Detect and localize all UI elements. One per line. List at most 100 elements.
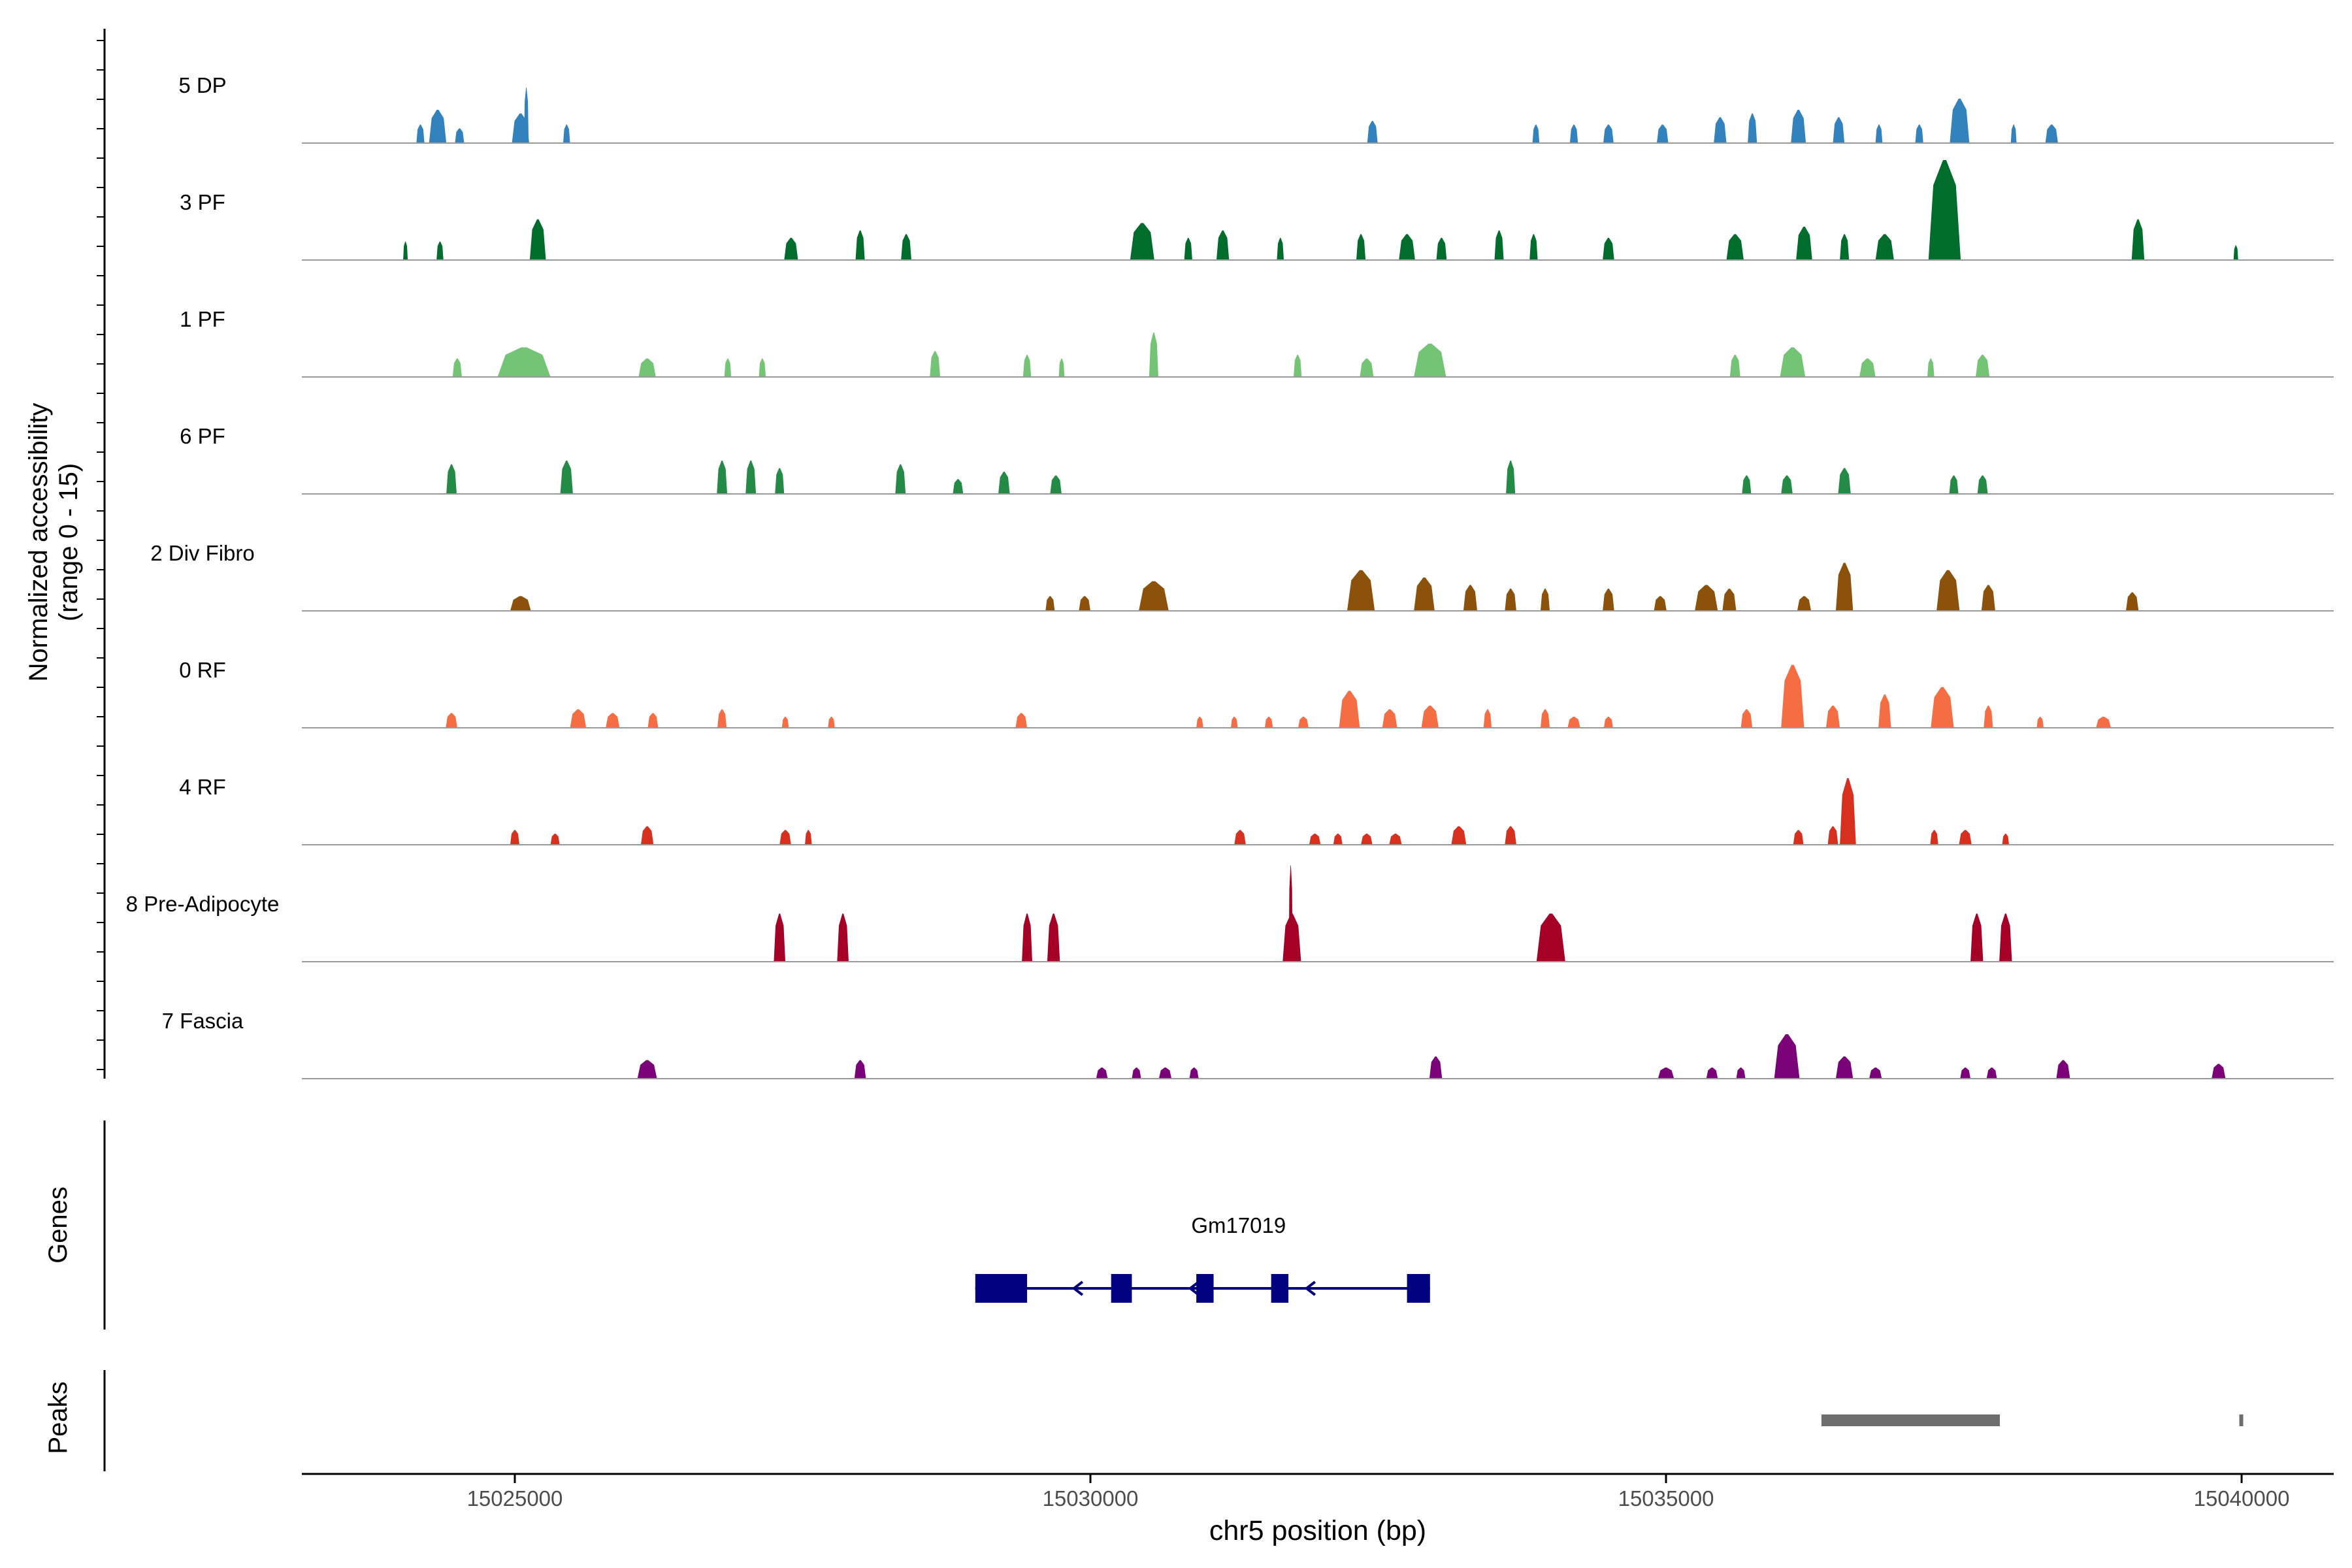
coverage-peak	[837, 913, 849, 962]
track-label: 4 RF	[179, 775, 226, 799]
coverage-peak	[1058, 358, 1065, 377]
coverage-peak	[2056, 1060, 2070, 1079]
coverage-peak	[2131, 219, 2145, 260]
coverage-peak	[1536, 913, 1565, 962]
peaks-panel-label: Peaks	[44, 1381, 73, 1454]
coverage-peak	[1791, 110, 1806, 143]
coverage-peak	[1840, 778, 1856, 845]
coverage-peak	[1230, 717, 1238, 728]
coverage-peak	[1833, 117, 1845, 143]
coverage-peak	[1529, 234, 1538, 260]
coverage-peak	[510, 830, 520, 845]
coverage-peak	[1130, 223, 1154, 260]
coverage-peak	[1429, 1056, 1443, 1079]
coverage-peak	[1050, 475, 1062, 494]
coverage-peak	[1309, 834, 1321, 845]
gene-exon	[975, 1274, 1028, 1303]
coverage-peak	[1936, 570, 1960, 611]
coverage-peak	[2233, 245, 2238, 260]
peaks-panel	[1821, 1414, 2244, 1426]
coverage-peak	[647, 713, 659, 728]
coverage-peak	[1654, 596, 1667, 611]
coverage-peak	[724, 358, 732, 377]
coverage-peak	[1930, 830, 1938, 845]
coverage-peak	[1835, 563, 1854, 611]
coverage-peak	[1658, 1068, 1674, 1079]
track-label: 2 Div Fibro	[150, 541, 255, 565]
coverage-peak	[1960, 1068, 1971, 1079]
coverage-peak	[1540, 589, 1550, 611]
coverage-peak	[1333, 834, 1343, 845]
coverage-peak	[1796, 227, 1812, 260]
coverage-peak	[2045, 124, 2058, 143]
coverage-peak	[1838, 468, 1851, 494]
track-label: 8 Pre-Adipocyte	[126, 892, 280, 916]
coverage-peak	[1196, 717, 1203, 728]
coverage-peak	[1722, 589, 1737, 611]
coverage-peak	[901, 234, 911, 260]
coverage-peak	[1149, 333, 1158, 377]
x-tick-label: 15035000	[1618, 1486, 1714, 1511]
coverage-peak	[1959, 830, 1972, 845]
peak-region	[2239, 1414, 2244, 1426]
coverage-peak	[1656, 124, 1669, 143]
coverage-peak	[1567, 717, 1580, 728]
coverage-peak	[1928, 160, 1961, 260]
coverage-peak	[1540, 709, 1550, 728]
track-label: 7 Fascia	[162, 1009, 244, 1033]
coverage-peak	[403, 241, 408, 260]
coverage-peak	[1742, 475, 1752, 494]
coverage-peak	[779, 830, 791, 845]
coverage-peak	[1494, 230, 1504, 260]
coverage-peak	[781, 717, 789, 728]
coverage-peak	[1298, 717, 1309, 728]
coverage-peak	[1706, 1068, 1718, 1079]
coverage-peak	[784, 238, 798, 260]
coverage-peak	[1015, 713, 1028, 728]
coverage-peak	[1875, 234, 1894, 260]
coverage-peak	[1399, 234, 1415, 260]
coverage-peak	[550, 834, 560, 845]
track-label: 1 PF	[180, 307, 225, 331]
coverage-peak	[1505, 589, 1516, 611]
gene-exon	[1111, 1274, 1132, 1303]
coverage-peak	[1825, 706, 1840, 728]
coverage-peak	[1748, 113, 1757, 143]
coverage-peak	[1414, 344, 1446, 377]
coverage-peak	[2096, 717, 2112, 728]
coverage-peak	[775, 468, 785, 494]
coverage-peak	[1976, 355, 1990, 377]
coverage-peak	[1361, 834, 1373, 845]
x-tick-label: 15030000	[1043, 1486, 1139, 1511]
coverage-peak	[560, 461, 573, 494]
coverage-peak	[1827, 826, 1838, 845]
coverage-peak	[1184, 238, 1192, 260]
coverage-peak	[1931, 687, 1954, 728]
coverage-peak	[1781, 475, 1793, 494]
coverage-peak	[1569, 124, 1578, 143]
track-1-pf: 1 PF	[180, 307, 2334, 378]
track-6-pf: 6 PF	[180, 424, 2334, 495]
coverage-peak	[1740, 709, 1753, 728]
coverage-peak	[563, 124, 570, 143]
track-label: 0 RF	[179, 658, 226, 682]
coverage-peak	[1793, 830, 1804, 845]
coverage-peak	[1436, 238, 1447, 260]
coverage-peak	[774, 913, 786, 962]
track-label: 6 PF	[180, 424, 225, 448]
coverage-peak	[1603, 717, 1613, 728]
coverage-peak	[717, 461, 728, 494]
coverage-peak	[759, 358, 766, 377]
coverage-peak	[1189, 1068, 1199, 1079]
coverage-peak	[1045, 596, 1055, 611]
coverage-peak	[1840, 234, 1850, 260]
coverage-peak	[1356, 234, 1366, 260]
strand-arrow	[1071, 1281, 1084, 1296]
gene-gm17019: Gm17019	[975, 1213, 1430, 1303]
x-axis-label: chr5 position (bp)	[1209, 1515, 1426, 1546]
coverage-peak	[1986, 1068, 1997, 1079]
genes-panel-label: Genes	[44, 1186, 73, 1264]
coverage-peak	[930, 351, 941, 377]
coverage-peak	[1277, 238, 1284, 260]
axes: 15025000 15030000 15035000 15040000	[97, 29, 2334, 1511]
